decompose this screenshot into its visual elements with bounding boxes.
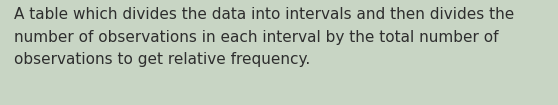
- Text: A table which divides the data into intervals and then divides the
number of obs: A table which divides the data into inte…: [14, 7, 514, 67]
